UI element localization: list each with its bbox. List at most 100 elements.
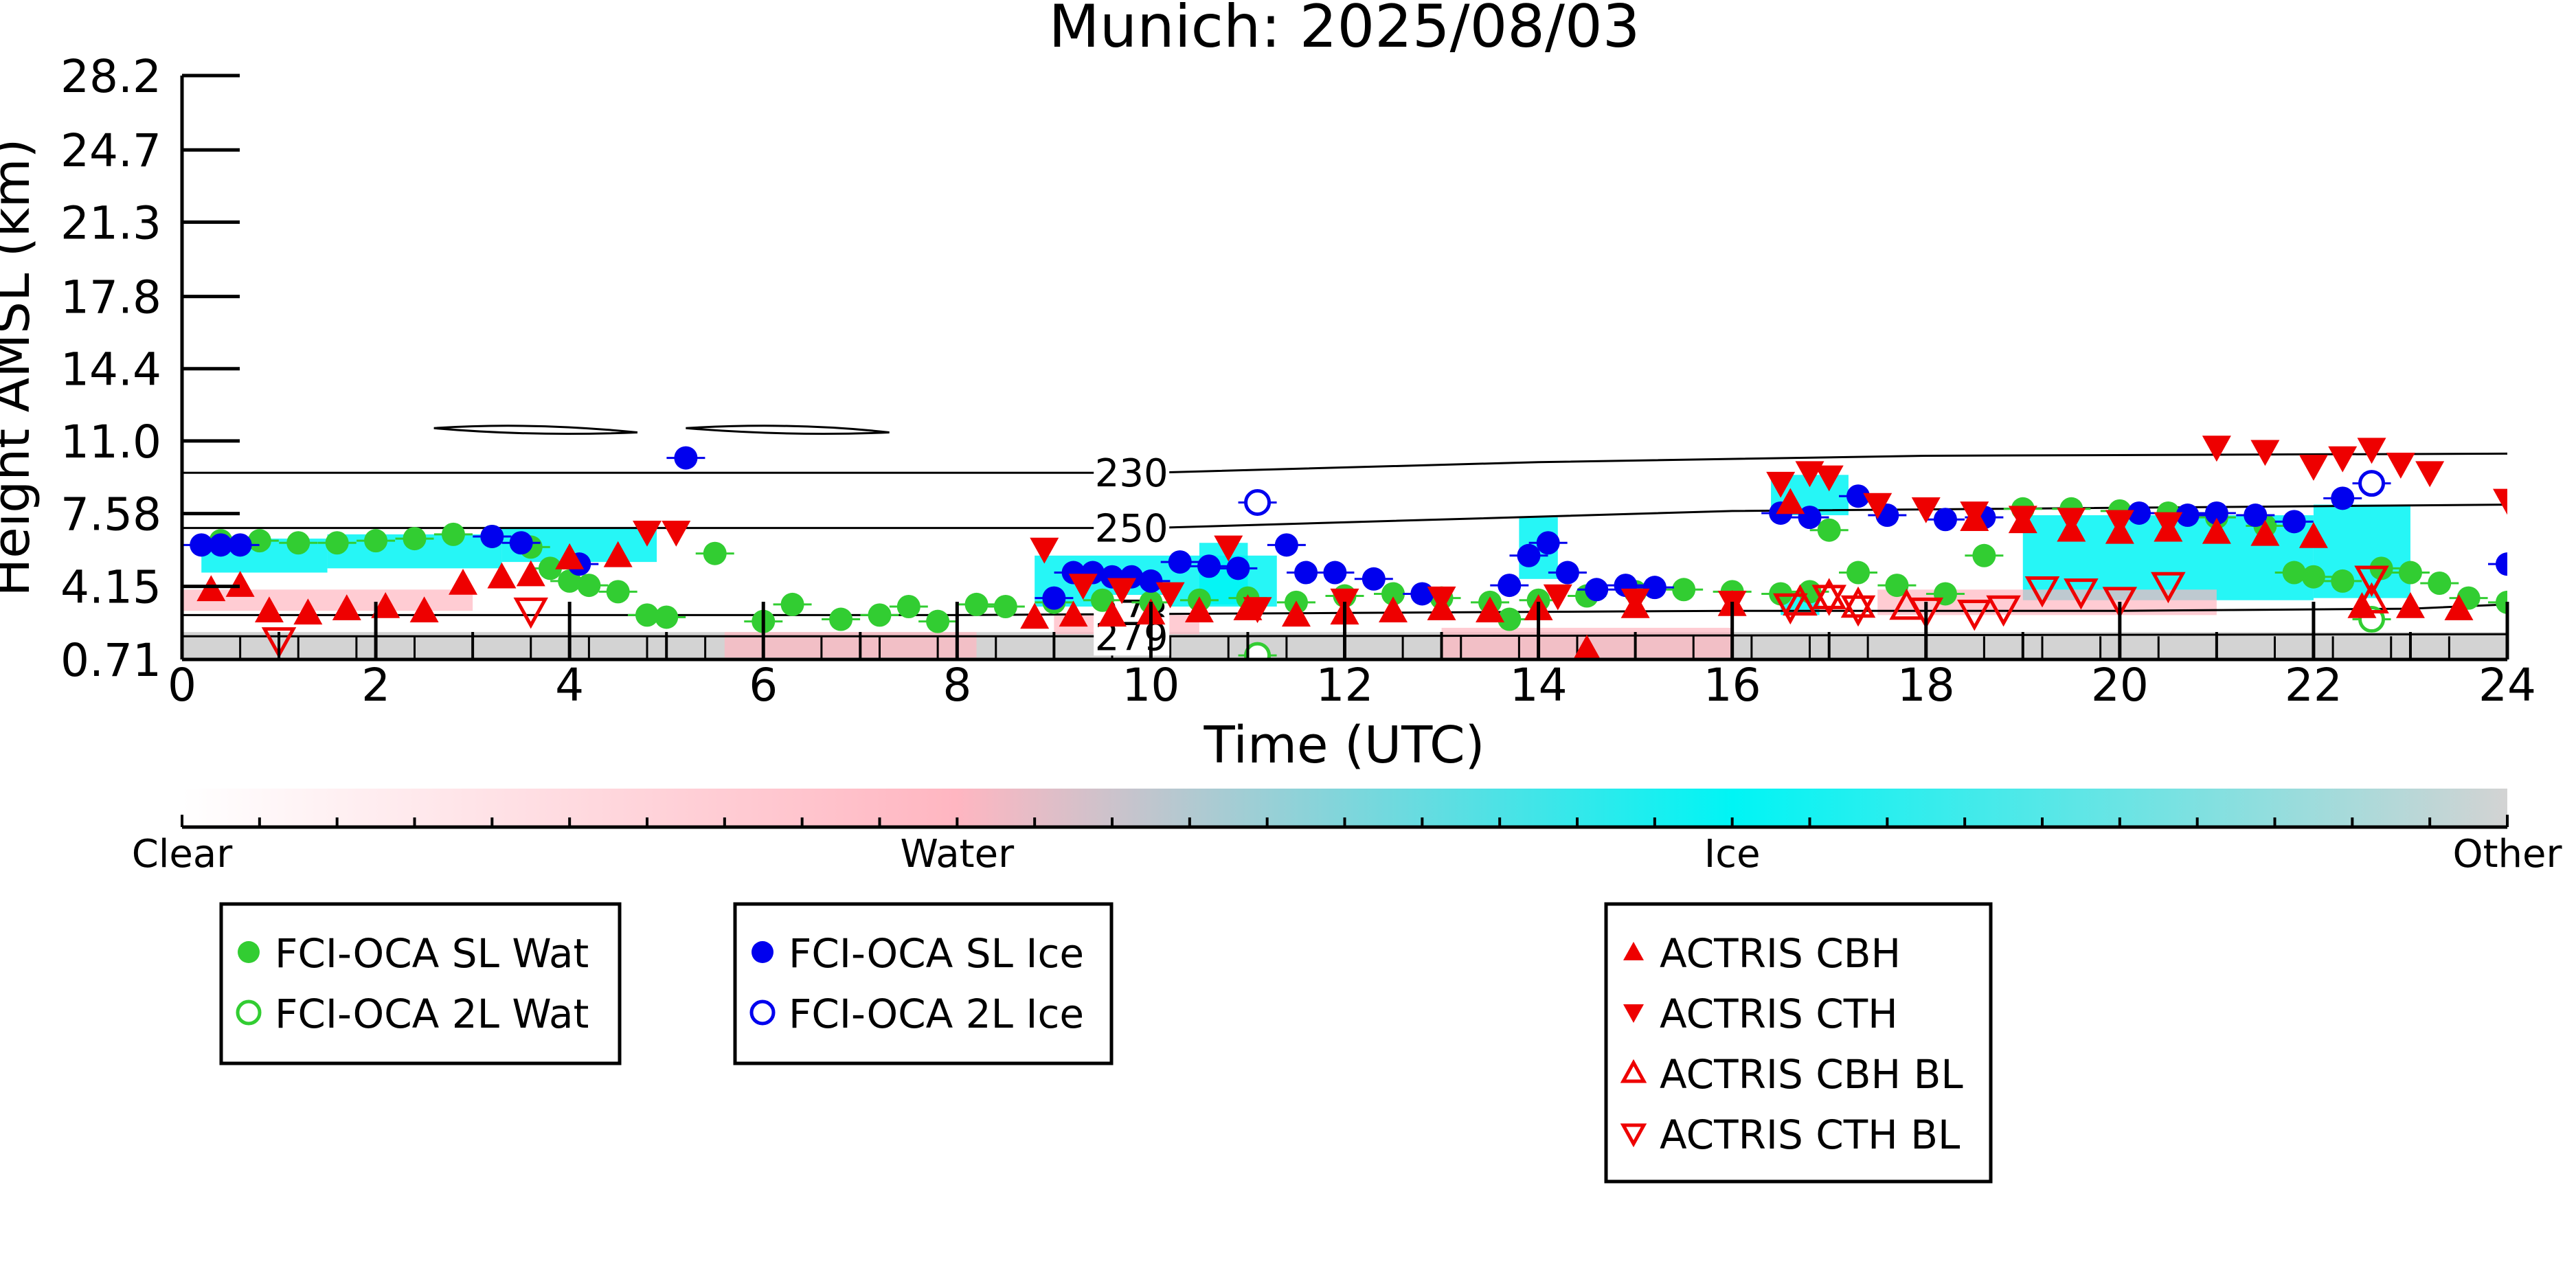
contour-label-bg bbox=[1094, 453, 1170, 493]
x-tick-label: 16 bbox=[1704, 659, 1761, 712]
data-point bbox=[555, 543, 585, 569]
data-point bbox=[1573, 634, 1601, 659]
data-point bbox=[868, 603, 892, 627]
data-point bbox=[2008, 506, 2037, 532]
legend-frame bbox=[1604, 902, 1993, 1184]
data-point bbox=[2395, 592, 2425, 618]
data-point bbox=[829, 607, 853, 631]
data-point bbox=[2176, 504, 2200, 528]
data-point bbox=[1783, 584, 1818, 616]
x-axis-label: Time (UTC) bbox=[1203, 716, 1484, 775]
x-tick-label: 2 bbox=[361, 659, 390, 712]
x-tick-label: 20 bbox=[2091, 659, 2149, 712]
data-point bbox=[2202, 436, 2231, 462]
x-tick-label: 6 bbox=[749, 659, 778, 712]
legend-marker bbox=[752, 941, 773, 963]
series-actris-cth bbox=[633, 436, 2507, 624]
data-point bbox=[1811, 578, 1846, 609]
x-tick-label: 14 bbox=[1510, 659, 1568, 712]
data-point bbox=[1362, 567, 1386, 591]
data-point bbox=[2328, 446, 2358, 473]
data-point bbox=[2415, 461, 2445, 488]
x-tick-label: 24 bbox=[2478, 659, 2536, 712]
data-point bbox=[516, 560, 545, 587]
legend-marker bbox=[1620, 1059, 1647, 1083]
contour-label: 230 bbox=[1095, 451, 1168, 496]
data-point bbox=[2298, 521, 2328, 548]
data-point bbox=[2496, 552, 2507, 576]
data-point bbox=[606, 580, 630, 604]
colorbar: Clear Water Ice Other bbox=[132, 789, 2562, 877]
data-point bbox=[1776, 488, 1805, 515]
data-point bbox=[513, 597, 548, 629]
legend-label: ACTRIS CTH bbox=[1660, 991, 1898, 1037]
data-point bbox=[1840, 586, 1876, 618]
data-point bbox=[1846, 484, 1871, 508]
legend-label: FCI-OCA 2L Ice bbox=[789, 991, 1084, 1037]
data-point bbox=[1226, 556, 1250, 580]
data-point bbox=[441, 522, 465, 546]
data-point bbox=[409, 596, 439, 622]
colorbar-label: Other bbox=[2452, 832, 2562, 877]
contour-line bbox=[182, 452, 2507, 474]
data-point bbox=[325, 531, 349, 555]
contour-label-bg bbox=[1094, 508, 1170, 547]
y-tick-label: 21.3 bbox=[60, 196, 161, 249]
data-point bbox=[1243, 597, 1272, 624]
data-point bbox=[1244, 642, 1272, 659]
data-point bbox=[662, 520, 691, 547]
data-point bbox=[1517, 543, 1541, 567]
data-point bbox=[1410, 582, 1434, 606]
series-actris-cth-bl bbox=[261, 565, 2389, 659]
data-point bbox=[1498, 607, 1522, 631]
x-tick-label: 22 bbox=[2285, 659, 2342, 712]
data-point bbox=[1381, 582, 1405, 606]
data-point bbox=[1817, 518, 1841, 542]
data-point bbox=[1274, 533, 1298, 557]
y-tick-label: 28.2 bbox=[60, 50, 161, 103]
y-tick-label: 24.7 bbox=[60, 124, 161, 177]
data-point bbox=[2354, 565, 2389, 597]
data-point bbox=[1773, 593, 1808, 625]
colorbar-label: Clear bbox=[132, 832, 233, 877]
data-point bbox=[2358, 470, 2386, 497]
chart-title: Munich: 2025/08/03 bbox=[1049, 0, 1640, 61]
data-point bbox=[1766, 471, 1796, 498]
data-point bbox=[1863, 493, 1893, 519]
data-point bbox=[1139, 569, 1163, 593]
x-tick-label: 4 bbox=[555, 659, 584, 712]
y-tick-label: 4.15 bbox=[60, 561, 161, 614]
data-point bbox=[1814, 465, 1844, 492]
data-point bbox=[2105, 510, 2134, 536]
data-point bbox=[1197, 554, 1221, 578]
data-point bbox=[2127, 501, 2151, 525]
colorbar-label: Ice bbox=[1704, 832, 1761, 877]
data-point bbox=[1042, 586, 1066, 610]
data-point bbox=[2493, 488, 2507, 515]
data-point bbox=[780, 592, 804, 616]
data-point bbox=[1090, 588, 1114, 612]
legend-label: ACTRIS CBH BL bbox=[1660, 1051, 1963, 1098]
data-point bbox=[1543, 584, 1572, 611]
data-point bbox=[896, 595, 920, 619]
legend-marker bbox=[749, 999, 776, 1026]
y-tick-label: 17.8 bbox=[60, 271, 161, 324]
data-point bbox=[1911, 497, 1941, 523]
data-point bbox=[655, 605, 679, 629]
data-point bbox=[2444, 594, 2474, 620]
legend-label: FCI-OCA SL Wat bbox=[275, 930, 589, 977]
data-point bbox=[1642, 576, 1667, 600]
data-point bbox=[2298, 455, 2328, 481]
background-ice-region bbox=[2313, 504, 2410, 598]
data-point bbox=[1846, 561, 1871, 585]
data-point bbox=[1957, 599, 1992, 631]
data-point bbox=[2386, 453, 2415, 479]
data-point bbox=[403, 527, 427, 551]
data-point bbox=[993, 595, 1017, 619]
data-point bbox=[577, 574, 601, 598]
data-point bbox=[2154, 512, 2183, 539]
data-point bbox=[1933, 508, 1957, 532]
data-point bbox=[509, 531, 533, 555]
data-point bbox=[1030, 537, 1059, 564]
